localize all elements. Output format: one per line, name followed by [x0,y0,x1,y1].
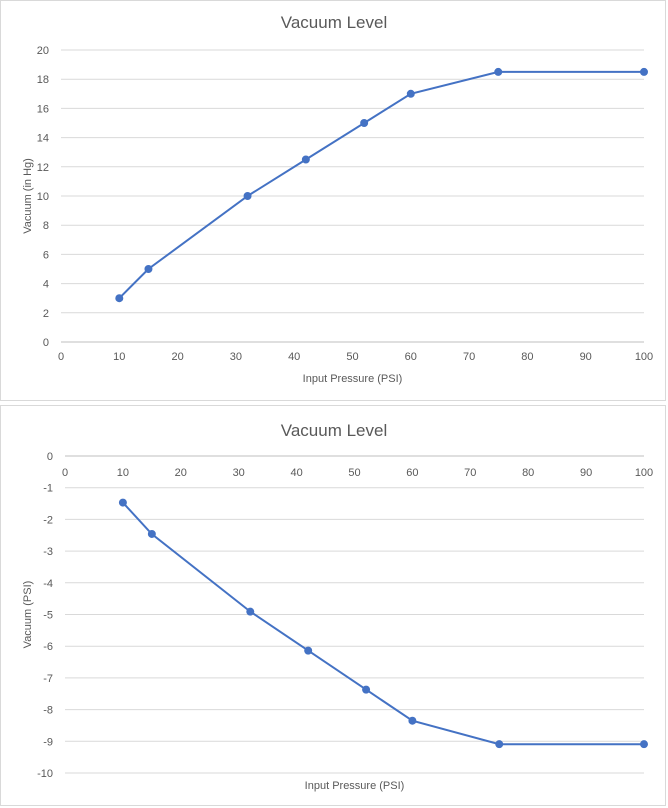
vacuum-psi-chart-svg: Vacuum Level 0 -1 -2 -3 -4 -5 -6 -7 -8 -9 -10 0 10 20 3… [22,421,653,792]
y-tick-label: -1 [43,483,53,495]
x-tick-label: 60 [405,351,417,363]
y-tick-label: -10 [37,768,53,780]
y-tick-label: 20 [37,45,49,57]
y-tick-label: -4 [43,578,53,590]
y-axis-title: Vacuum (in Hg) [22,158,34,234]
y-tick-label: 0 [47,451,53,463]
data-point [304,646,313,655]
x-tick-label: 70 [463,351,475,363]
y-tick-label: 2 [43,308,49,320]
x-tick-label: 50 [348,467,360,479]
vacuum-in-hg-chart: Vacuum Level 0 2 4 6 8 10 12 14 16 18 20 0 10 20 30 40 50… [0,0,666,401]
data-point [243,192,252,200]
series-line [122,501,644,746]
data-point [406,89,415,98]
y-tick-label: 12 [37,162,49,174]
y-tick-label: -2 [43,514,53,526]
x-tick-label: 10 [117,467,129,479]
x-tick-label: 40 [288,351,300,363]
x-tick-label: 30 [233,467,245,479]
y-axis-title: Vacuum (PSI) [22,581,34,649]
x-tick-label: 70 [464,467,476,479]
data-point [362,685,371,694]
data-point [494,67,503,76]
x-tick-label: 0 [58,351,64,363]
y-tick-label: 16 [37,103,49,115]
vacuum-psi-chart: Vacuum Level 0 -1 -2 -3 -4 -5 -6 -7 -8 -9 -10 0 10 20 3… [0,405,666,806]
data-point [301,155,310,164]
y-tick-label: 10 [37,191,49,203]
chart-title: Vacuum Level [281,421,387,440]
series-line [118,70,644,299]
x-axis-title: Input Pressure (PSI) [305,780,405,792]
x-tick-label: 40 [290,467,302,479]
data-point [144,265,153,273]
data-point [246,607,255,616]
x-tick-label: 60 [406,467,418,479]
x-tick-label: 20 [171,351,183,363]
x-tick-label: 10 [113,351,125,363]
y-tick-label: 4 [43,279,49,291]
data-point [640,67,648,76]
data-point [118,498,127,507]
y-tick-label: -8 [43,705,53,717]
x-tick-label: 90 [580,351,592,363]
x-tick-label: 0 [62,467,68,479]
x-tick-label: 50 [346,351,358,363]
data-point [360,119,369,127]
data-point [115,294,124,303]
y-tick-label: 18 [37,74,49,86]
vacuum-in-hg-chart-svg: Vacuum Level 0 2 4 6 8 10 12 14 16 18 20 0 10 20 30 40 50… [22,13,653,385]
y-tick-label: -3 [43,546,53,558]
y-tick-label: -6 [43,641,53,653]
y-tick-label: -9 [43,736,53,748]
chart-title: Vacuum Level [281,13,387,32]
x-tick-label: 80 [521,351,533,363]
y-tick-label: 8 [43,220,49,232]
x-tick-label: 80 [522,467,534,479]
y-tick-label: 6 [43,249,49,261]
x-tick-label: 100 [635,467,653,479]
data-point [147,529,156,538]
x-tick-label: 30 [230,351,242,363]
y-tick-label: -7 [43,673,53,685]
y-tick-label: 0 [43,337,49,349]
data-point [640,740,648,749]
data-point [495,740,504,749]
data-point [408,716,417,725]
x-tick-label: 20 [175,467,187,479]
x-tick-label: 90 [580,467,592,479]
y-tick-label: -5 [43,610,53,622]
x-axis-title: Input Pressure (PSI) [303,373,403,385]
x-tick-label: 100 [635,351,653,363]
y-tick-label: 14 [37,133,49,145]
